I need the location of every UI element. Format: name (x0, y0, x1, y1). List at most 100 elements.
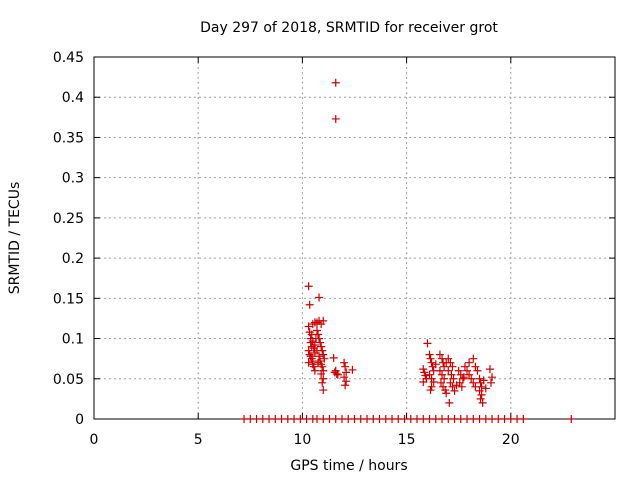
data-point (444, 366, 453, 375)
y-tick-label: 0.4 (62, 90, 84, 106)
data-point (307, 330, 316, 339)
data-point (448, 362, 457, 371)
data-point (440, 362, 449, 371)
data-point (331, 366, 340, 375)
data-point (487, 378, 496, 387)
x-tick-label: 10 (293, 432, 311, 448)
data-point (444, 354, 453, 363)
data-point (447, 370, 456, 379)
data-point (423, 339, 432, 348)
data-point (331, 114, 340, 123)
data-point (341, 362, 350, 371)
data-point (317, 342, 326, 351)
data-point (488, 373, 497, 382)
data-point (477, 382, 486, 391)
data-point (460, 362, 469, 371)
data-point (481, 384, 490, 393)
data-point (419, 377, 428, 386)
data-point (477, 390, 486, 399)
data-point (333, 370, 342, 379)
data-point (467, 374, 476, 383)
data-point (304, 322, 313, 331)
x-axis-label: GPS time / hours (290, 458, 407, 474)
data-point (429, 377, 438, 386)
data-point (459, 373, 468, 382)
data-point (329, 353, 338, 362)
data-point (342, 377, 351, 386)
data-point (431, 360, 440, 369)
data-point (348, 365, 357, 374)
y-tick-label: 0.3 (62, 171, 84, 187)
y-tick-label: 0.05 (53, 372, 84, 388)
data-point (475, 386, 484, 395)
data-point (450, 386, 459, 395)
x-tick-label: 15 (398, 432, 416, 448)
x-tick-label: 20 (502, 432, 520, 448)
data-point (312, 326, 321, 335)
data-point (438, 370, 447, 379)
data-point (457, 382, 466, 391)
data-point (465, 358, 474, 367)
data-point (305, 300, 314, 309)
data-point (471, 362, 480, 371)
data-point (331, 78, 340, 87)
data-point (463, 366, 472, 375)
data-point (427, 358, 436, 367)
data-point (342, 368, 351, 377)
data-point (340, 373, 349, 382)
y-axis-label: SRMTID / TECUs (7, 182, 23, 295)
y-tick-label: 0.45 (53, 50, 84, 66)
data-point (469, 378, 478, 387)
data-point (436, 378, 445, 387)
data-point (305, 350, 314, 359)
data-point (312, 346, 321, 355)
data-point (310, 366, 319, 375)
data-point (454, 366, 463, 375)
data-point (465, 370, 474, 379)
y-tick-label: 0.1 (62, 332, 84, 348)
data-point (435, 350, 444, 359)
data-point (341, 381, 350, 390)
data-point (567, 415, 576, 423)
data-point (519, 415, 528, 423)
data-point (319, 374, 328, 383)
y-tick-label: 0.2 (62, 251, 84, 267)
x-tick-label: 5 (194, 432, 203, 448)
data-point (478, 398, 487, 407)
data-point (458, 374, 467, 383)
data-point (479, 376, 488, 385)
data-point (317, 369, 326, 378)
data-point (315, 352, 324, 361)
data-point (308, 320, 317, 329)
data-point (309, 362, 318, 371)
y-tick-label: 0.15 (53, 291, 84, 307)
y-tick-label: 0.35 (53, 130, 84, 146)
x-tick-label: 0 (90, 432, 99, 448)
data-point (485, 365, 494, 374)
data-point (473, 366, 482, 375)
data-point (308, 336, 317, 345)
data-point (442, 389, 451, 398)
data-point (315, 293, 324, 302)
data-point (446, 378, 455, 387)
data-point (319, 350, 328, 359)
grid-lines (94, 57, 615, 419)
data-point (320, 354, 329, 363)
data-point (425, 350, 434, 359)
data-point (426, 386, 435, 395)
data-point (435, 366, 444, 375)
data-point (426, 354, 435, 363)
data-point (476, 394, 485, 403)
data-point (304, 282, 313, 291)
data-point (304, 346, 313, 355)
y-tick-label: 0.25 (53, 211, 84, 227)
data-points (240, 78, 576, 423)
data-point (316, 338, 325, 347)
data-point (475, 374, 484, 383)
data-point (425, 370, 434, 379)
data-point (445, 398, 454, 407)
data-point (469, 354, 478, 363)
data-point (318, 362, 327, 371)
y-tick-label: 0 (75, 412, 84, 428)
